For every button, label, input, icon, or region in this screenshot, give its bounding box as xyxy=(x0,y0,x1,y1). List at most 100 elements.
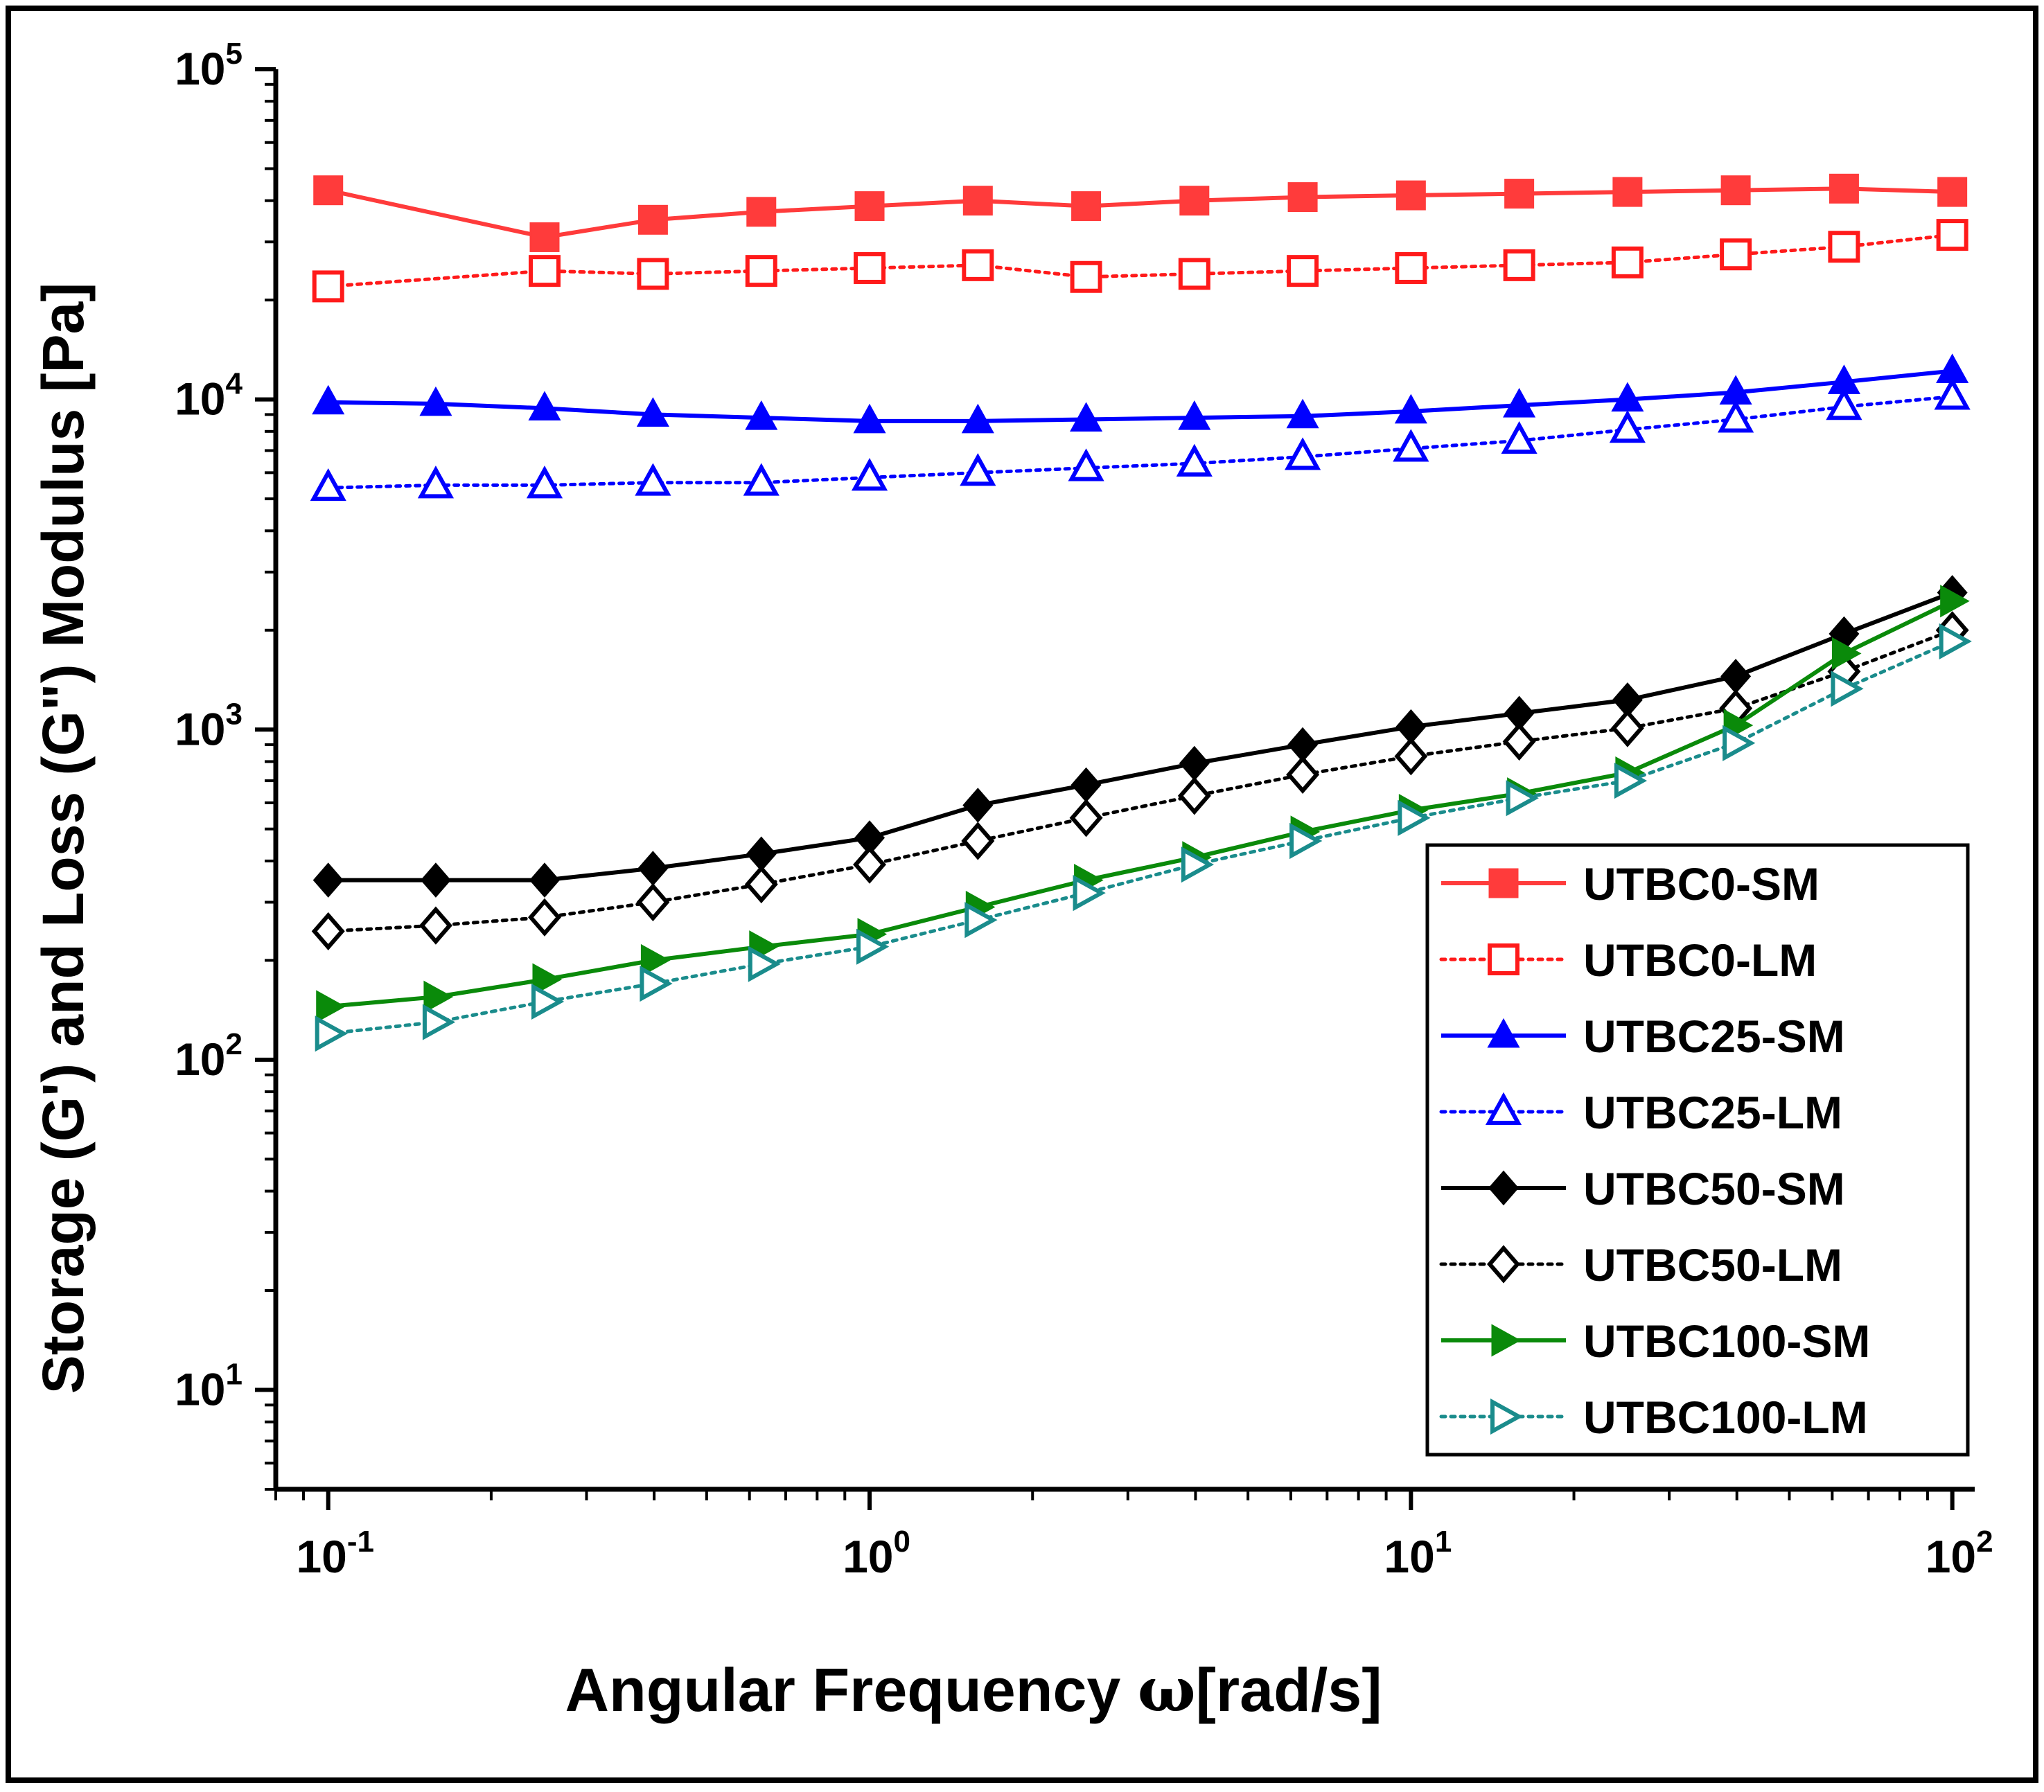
data-point-utbc50-lm xyxy=(1286,755,1320,794)
y-tick-exponent: 2 xyxy=(226,1027,243,1061)
data-point-utbc25-lm xyxy=(526,465,563,499)
legend-item-utbc50-sm: UTBC50-SM xyxy=(1441,1163,1845,1214)
data-point-utbc25-lm xyxy=(743,463,779,496)
x-tick-label: 101 xyxy=(1384,1525,1452,1582)
data-point-utbc100-sm xyxy=(640,943,671,977)
legend-label-utbc25-lm: UTBC25-LM xyxy=(1583,1087,1842,1138)
data-point-utbc100-lm xyxy=(1181,846,1215,883)
y-tick-label: 102 xyxy=(175,1027,243,1085)
data-point-utbc50-lm xyxy=(1069,799,1103,837)
data-point-utbc100-lm xyxy=(1073,875,1106,912)
x-axis-label-prefix: Angular Frequency xyxy=(565,1656,1137,1724)
y-tick-base: 10 xyxy=(175,703,225,754)
data-point-utbc25-lm xyxy=(1609,410,1646,443)
data-point-utbc0-lm xyxy=(312,270,344,303)
series-line-utbc100-sm xyxy=(328,599,1954,1009)
data-point-utbc100-lm xyxy=(964,902,998,939)
legend-label-utbc100-lm: UTBC100-LM xyxy=(1583,1392,1868,1443)
data-point-utbc25-sm xyxy=(1178,400,1211,430)
data-point-utbc0-lm xyxy=(854,251,886,284)
legend-marker-utbc0-lm xyxy=(1488,943,1519,975)
legend-item-utbc0-lm: UTBC0-LM xyxy=(1439,934,1817,986)
data-point-utbc50-sm xyxy=(420,862,451,898)
data-point-utbc50-lm xyxy=(528,898,561,937)
data-point-utbc25-lm xyxy=(851,458,888,491)
data-point-utbc50-lm xyxy=(311,912,345,950)
data-point-utbc25-sm xyxy=(528,391,561,420)
x-tick-exponent: 1 xyxy=(1435,1525,1452,1559)
data-point-utbc100-lm xyxy=(422,1004,456,1040)
data-point-utbc0-lm xyxy=(637,258,669,290)
series-utbc50-lm xyxy=(311,611,1969,950)
data-point-utbc0-lm xyxy=(1611,246,1644,278)
data-point-utbc25-lm xyxy=(960,453,996,486)
data-point-utbc50-lm xyxy=(961,822,995,860)
series-line-utbc100-lm xyxy=(326,639,1955,1036)
data-point-utbc0-lm xyxy=(962,249,994,281)
data-point-utbc25-sm xyxy=(1286,398,1319,429)
data-point-utbc0-lm xyxy=(1828,231,1860,263)
x-tick-base: 10 xyxy=(296,1531,346,1582)
legend-marker-utbc25-lm xyxy=(1485,1092,1522,1125)
y-tick-exponent: 4 xyxy=(226,367,243,401)
data-point-utbc25-sm xyxy=(312,384,345,415)
data-point-utbc25-sm xyxy=(853,403,886,434)
y-tick-label: 104 xyxy=(175,367,243,425)
legend-label-utbc100-sm: UTBC100-SM xyxy=(1583,1315,1870,1367)
x-tick-exponent: -1 xyxy=(347,1525,374,1559)
series-layer xyxy=(310,173,1972,1052)
data-point-utbc25-sm xyxy=(961,403,994,434)
y-tick-base: 10 xyxy=(175,1033,225,1085)
data-point-utbc50-lm xyxy=(636,882,670,922)
data-point-utbc25-sm xyxy=(419,386,452,416)
legend: UTBC0-SM UTBC0-LM UTBC25-SM UTBC25-LM UTBC50… xyxy=(1425,843,1970,1457)
data-point-utbc100-lm xyxy=(748,946,781,982)
legend-item-utbc100-lm: UTBC100-LM xyxy=(1439,1392,1868,1443)
x-tick-label: 102 xyxy=(1926,1525,1993,1582)
data-point-utbc0-lm xyxy=(1503,249,1535,281)
data-point-utbc0-sm xyxy=(529,222,560,252)
legend-label-utbc0-sm: UTBC0-SM xyxy=(1583,858,1820,910)
data-point-utbc0-lm xyxy=(1395,251,1427,284)
legend-marker-utbc50-lm xyxy=(1487,1245,1520,1284)
data-point-utbc0-sm xyxy=(746,197,777,227)
data-point-utbc100-sm xyxy=(1940,585,1970,618)
data-point-utbc100-lm xyxy=(1939,623,1972,660)
data-point-utbc100-lm xyxy=(856,928,890,965)
data-point-utbc0-sm xyxy=(854,191,885,222)
series-line-utbc50-lm xyxy=(326,628,1955,933)
x-tick-label: 100 xyxy=(843,1525,910,1582)
legend-marker-utbc0-sm xyxy=(1488,868,1519,898)
data-point-utbc25-sm xyxy=(745,400,778,430)
data-point-utbc0-lm xyxy=(745,255,777,287)
series-utbc0-lm xyxy=(312,219,1968,303)
data-point-utbc25-sm xyxy=(636,397,669,427)
data-point-utbc100-lm xyxy=(315,1015,348,1052)
data-point-utbc100-lm xyxy=(1289,822,1323,860)
legend-item-utbc100-sm: UTBC100-SM xyxy=(1441,1315,1870,1367)
data-point-utbc100-lm xyxy=(1723,725,1756,761)
data-point-utbc25-lm xyxy=(417,465,455,499)
data-point-utbc0-sm xyxy=(1071,191,1102,222)
data-point-utbc0-lm xyxy=(1070,260,1102,293)
series-utbc100-lm xyxy=(315,623,1972,1052)
x-axis-label: Angular Frequency ω[rad/s] xyxy=(565,1653,1382,1726)
data-point-utbc0-sm xyxy=(1287,182,1318,213)
x-tick-exponent: 0 xyxy=(894,1525,910,1559)
data-point-utbc0-lm xyxy=(528,255,561,287)
data-point-utbc100-sm xyxy=(316,990,346,1023)
legend-label-utbc25-sm: UTBC25-SM xyxy=(1583,1011,1845,1062)
y-tick-exponent: 5 xyxy=(226,37,243,71)
data-point-utbc0-sm xyxy=(1937,177,1968,207)
omega-symbol: ω xyxy=(1138,1653,1196,1726)
data-point-utbc0-sm xyxy=(1720,175,1751,206)
data-point-utbc50-lm xyxy=(419,906,452,945)
data-point-utbc100-sm xyxy=(423,980,454,1013)
data-point-utbc25-sm xyxy=(1503,387,1536,418)
data-point-utbc50-lm xyxy=(1610,709,1644,747)
x-tick-base: 10 xyxy=(843,1531,893,1582)
x-tick-base: 10 xyxy=(1384,1531,1434,1582)
data-point-utbc0-sm xyxy=(1612,177,1643,207)
series-utbc25-lm xyxy=(310,377,1971,502)
